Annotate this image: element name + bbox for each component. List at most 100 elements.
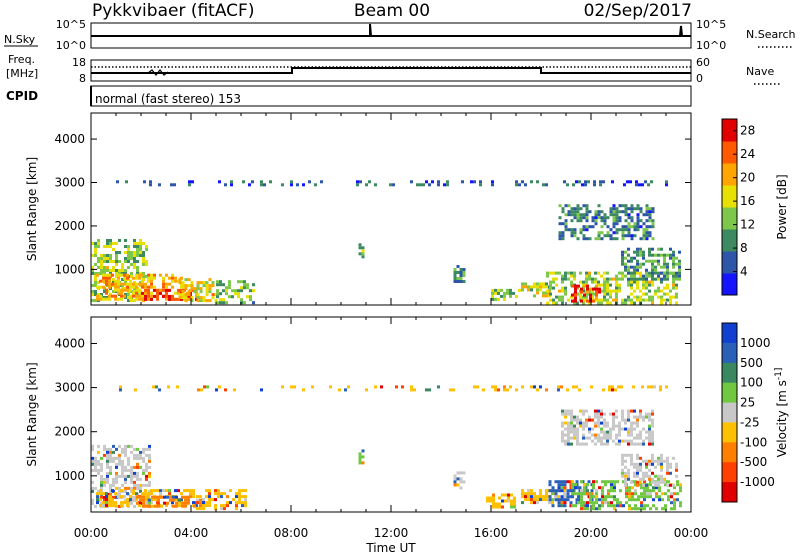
range-cell — [645, 462, 648, 466]
range-cell — [611, 388, 614, 392]
range-cell — [187, 278, 191, 282]
range-cell — [567, 412, 570, 416]
range-cell — [579, 207, 583, 211]
range-cell — [618, 286, 621, 290]
range-cell — [657, 462, 660, 466]
range-cell — [570, 412, 573, 416]
range-cell — [600, 439, 603, 443]
range-cell — [593, 183, 596, 187]
range-cell — [100, 465, 103, 469]
range-cell — [124, 260, 127, 263]
range-cell — [228, 286, 231, 290]
range-cell — [633, 442, 636, 446]
range-cell — [557, 495, 560, 499]
range-cell — [618, 427, 621, 431]
range-cell — [612, 207, 616, 211]
range-cell — [594, 424, 597, 428]
range-cell — [630, 298, 633, 302]
range-cell — [633, 256, 636, 260]
range-cell — [639, 274, 642, 278]
range-cell — [91, 456, 94, 460]
range-cell — [205, 501, 208, 505]
range-cell — [651, 207, 655, 211]
range-cell — [566, 492, 570, 496]
range-cell — [510, 493, 513, 497]
range-cell — [606, 439, 609, 443]
range-cell — [634, 489, 637, 493]
range-cell — [111, 504, 114, 508]
range-cell — [158, 183, 161, 187]
range-cell — [456, 471, 460, 475]
range-cell — [592, 495, 595, 499]
range-cell — [632, 385, 635, 389]
range-cell — [630, 442, 633, 446]
range-cell — [597, 204, 601, 208]
range-cell — [302, 183, 305, 187]
range-cell — [648, 477, 651, 481]
range-cell — [633, 436, 636, 440]
range-cell — [109, 450, 112, 454]
range-cell — [627, 412, 630, 416]
range-cell — [630, 301, 633, 305]
range-cell — [654, 265, 657, 269]
range-cell — [606, 271, 609, 275]
range-cell — [675, 295, 678, 299]
range-cell — [91, 480, 94, 484]
range-cell — [557, 388, 560, 392]
range-cell — [510, 502, 513, 506]
freq-label-2: [MHz] — [6, 67, 38, 80]
range-cell — [655, 507, 658, 511]
range-cell — [243, 286, 246, 290]
range-cell — [365, 388, 368, 392]
range-cell — [133, 495, 136, 499]
range-cell — [115, 447, 118, 451]
range-cell — [621, 259, 624, 263]
range-cell — [575, 180, 578, 184]
range-cell — [624, 262, 627, 266]
range-cell — [205, 504, 208, 508]
range-cell — [627, 474, 630, 478]
range-cell — [591, 292, 594, 296]
range-cell — [651, 222, 655, 226]
range-cell — [105, 498, 108, 502]
range-cell — [576, 213, 580, 217]
range-cell — [97, 468, 100, 472]
range-cell — [169, 498, 172, 502]
range-cell — [145, 474, 148, 478]
range-cell — [199, 299, 203, 303]
range-cell — [561, 301, 564, 305]
range-cell — [533, 495, 536, 499]
range-cell — [139, 293, 142, 296]
range-cell — [208, 501, 211, 505]
range-cell — [142, 471, 145, 475]
range-cell — [118, 474, 121, 478]
range-cell — [576, 207, 580, 211]
range-cell — [648, 424, 651, 428]
range-cell — [214, 299, 218, 303]
range-cell — [136, 242, 139, 245]
range-cell — [241, 495, 244, 499]
range-cell — [608, 388, 611, 392]
range-cell — [567, 210, 571, 214]
range-cell — [106, 239, 109, 242]
range-cell — [618, 289, 621, 293]
range-cell — [124, 498, 127, 502]
range-cell — [630, 265, 633, 269]
range-cell — [142, 504, 145, 508]
range-cell — [130, 489, 133, 493]
range-cell — [600, 427, 603, 431]
range-cell — [225, 289, 228, 293]
range-cell — [615, 219, 619, 223]
range-cell — [539, 498, 542, 502]
range-cell — [652, 504, 655, 508]
range-cell — [145, 447, 148, 451]
range-cell — [645, 219, 649, 223]
nsearch-tick-bottom: 10^0 — [696, 39, 726, 52]
range-cell — [199, 495, 202, 499]
range-cell — [108, 279, 111, 283]
range-cell — [564, 439, 567, 443]
range-cell — [624, 480, 627, 484]
range-cell — [108, 276, 111, 280]
range-cell — [643, 498, 646, 502]
range-cell — [666, 456, 669, 460]
